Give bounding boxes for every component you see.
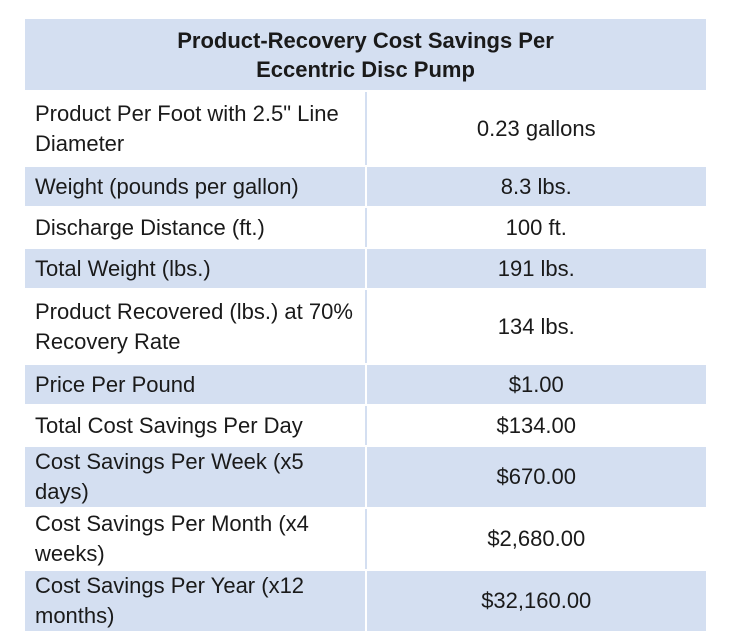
row-value: 134 lbs.	[365, 289, 706, 365]
row-value: $2,680.00	[365, 508, 706, 571]
table-header-row: Product-Recovery Cost Savings Per Eccent…	[25, 19, 706, 92]
table-row: Product Recovered (lbs.) at 70% Recovery…	[25, 289, 706, 365]
row-value: $1.00	[365, 364, 706, 406]
table-row: Total Weight (lbs.) 191 lbs.	[25, 248, 706, 290]
row-label: Cost Savings Per Year (x12 months)	[25, 570, 367, 633]
row-label: Total Cost Savings Per Day	[25, 405, 367, 447]
table-title-line-1: Product-Recovery Cost Savings Per	[177, 27, 554, 53]
row-label: Product Recovered (lbs.) at 70% Recovery…	[25, 289, 367, 365]
table-row: Price Per Pound $1.00	[25, 364, 706, 406]
row-label: Cost Savings Per Week (x5 days)	[25, 446, 367, 509]
table-row: Total Cost Savings Per Day $134.00	[25, 405, 706, 447]
table-row: Weight (pounds per gallon) 8.3 lbs.	[25, 166, 706, 208]
row-label: Total Weight (lbs.)	[25, 248, 367, 290]
table-row: Cost Savings Per Month (x4 weeks) $2,680…	[25, 508, 706, 571]
table-row: Cost Savings Per Week (x5 days) $670.00	[25, 446, 706, 509]
row-value: $134.00	[365, 405, 706, 447]
table-title-line-2: Eccentric Disc Pump	[256, 56, 475, 82]
row-label: Discharge Distance (ft.)	[25, 207, 367, 249]
table-row: Product Per Foot with 2.5" Line Diameter…	[25, 91, 706, 167]
table-title: Product-Recovery Cost Savings Per Eccent…	[25, 19, 706, 92]
row-value: $32,160.00	[365, 570, 706, 633]
row-label: Product Per Foot with 2.5" Line Diameter	[25, 91, 367, 167]
cost-savings-table: Product-Recovery Cost Savings Per Eccent…	[25, 19, 706, 633]
row-value: 0.23 gallons	[365, 91, 706, 167]
row-value: 191 lbs.	[365, 248, 706, 290]
table-row: Discharge Distance (ft.) 100 ft.	[25, 207, 706, 249]
row-value: 8.3 lbs.	[365, 166, 706, 208]
cost-savings-table-container: Product-Recovery Cost Savings Per Eccent…	[25, 19, 706, 633]
row-label: Price Per Pound	[25, 364, 367, 406]
row-label: Weight (pounds per gallon)	[25, 166, 367, 208]
table-row: Cost Savings Per Year (x12 months) $32,1…	[25, 570, 706, 633]
row-value: $670.00	[365, 446, 706, 509]
row-value: 100 ft.	[365, 207, 706, 249]
row-label: Cost Savings Per Month (x4 weeks)	[25, 508, 367, 571]
